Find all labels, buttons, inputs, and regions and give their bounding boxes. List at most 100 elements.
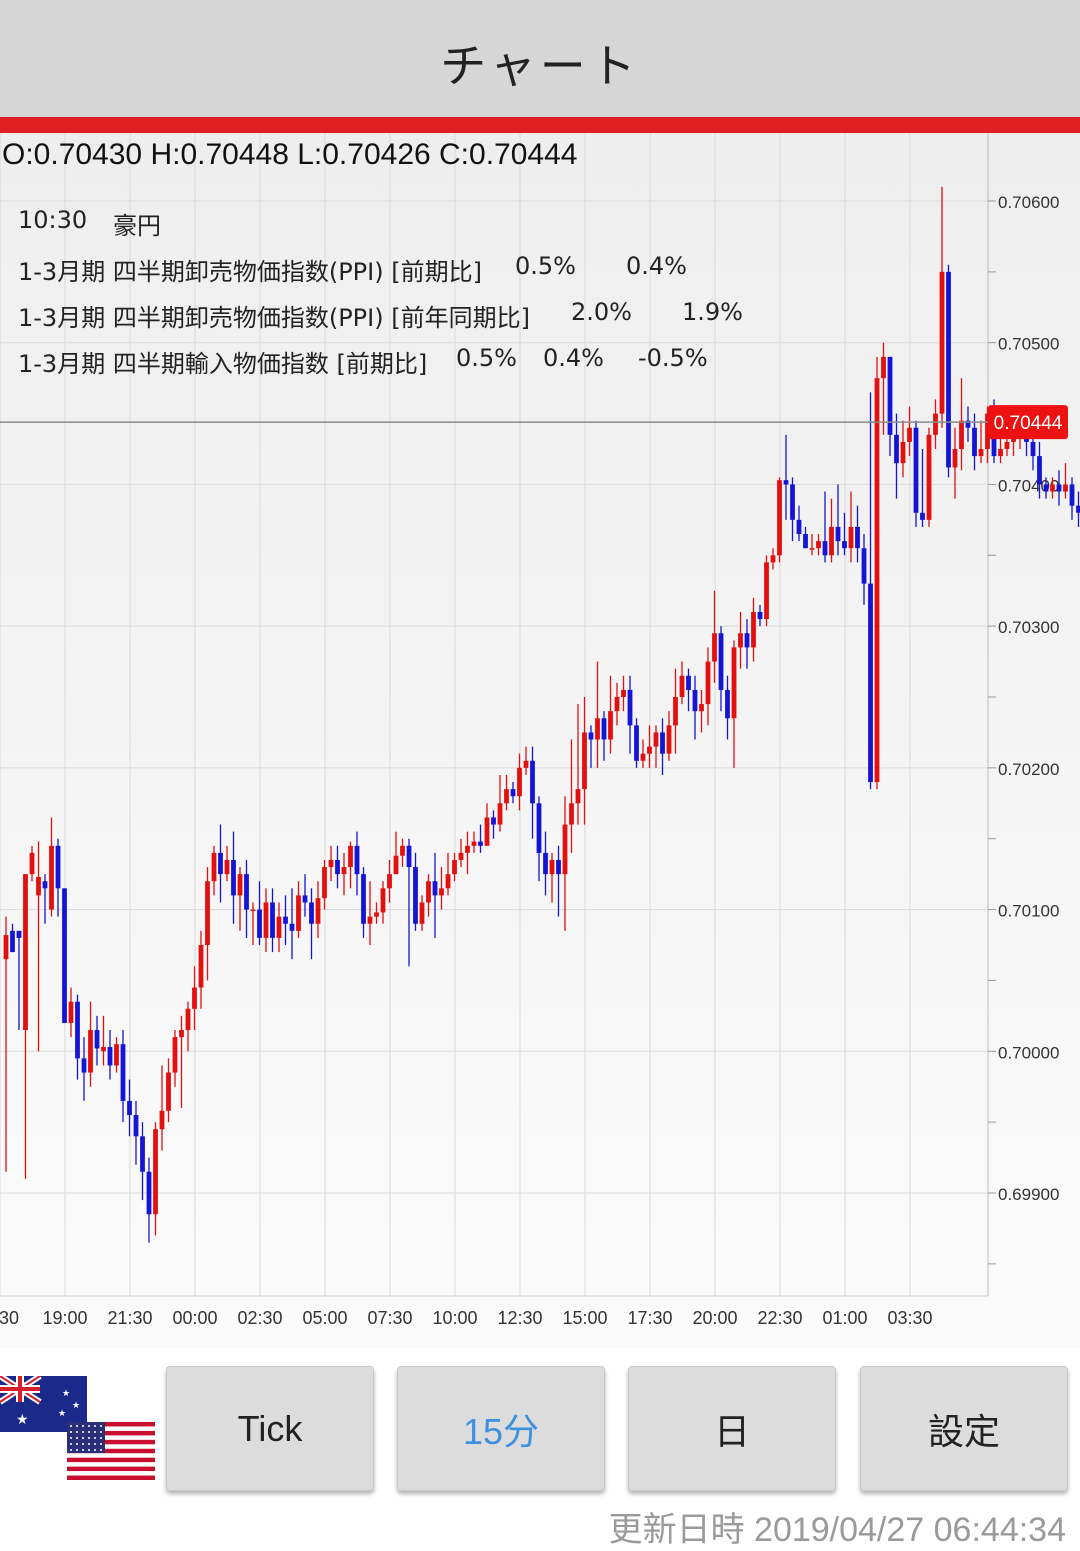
candle-body (601, 718, 607, 740)
candle-body (419, 902, 425, 924)
candle-body (972, 427, 977, 457)
x-tick-label: 17:30 (627, 1308, 672, 1328)
candle-body (829, 526, 834, 556)
candle-body (582, 732, 587, 790)
candle-body (107, 1047, 113, 1066)
candle-body (939, 271, 945, 414)
settings-button[interactable]: 設定 (860, 1366, 1068, 1491)
candle-body (588, 732, 594, 740)
candle-body (185, 1008, 191, 1031)
candle-body (744, 633, 750, 648)
candle-body (504, 789, 509, 804)
candle-body (49, 845, 54, 910)
candle-body (517, 767, 522, 797)
y-tick-label: 0.70100 (998, 902, 1059, 921)
candle-body (270, 902, 275, 938)
candle-body (224, 859, 230, 875)
candle-body (374, 912, 379, 917)
x-tick-label: 22:30 (757, 1308, 802, 1328)
candle-body (842, 541, 847, 549)
candle-body (1050, 484, 1055, 492)
candle-body (946, 271, 951, 468)
candle-body (770, 555, 776, 563)
candle-body (114, 1044, 119, 1066)
event-previous: 2.0% (571, 298, 632, 326)
candle-body (634, 725, 639, 761)
day-button[interactable]: 日 (628, 1366, 836, 1491)
page-title: チャート (440, 39, 640, 93)
y-tick-label: 0.70000 (998, 1043, 1059, 1062)
x-tick-label: 21:30 (107, 1308, 152, 1328)
candle-body (10, 930, 15, 953)
candle-body (432, 881, 438, 896)
candle-body (543, 852, 548, 875)
event-currency: 豪円 (113, 212, 161, 240)
candle-body (731, 647, 737, 719)
candle-body (608, 711, 613, 740)
candle-body (894, 434, 899, 464)
candle-body (406, 845, 412, 868)
candle-body (835, 526, 841, 542)
candle-body (413, 867, 418, 924)
candle-body (426, 881, 431, 903)
candle-body (120, 1044, 126, 1101)
candle-body (159, 1110, 165, 1130)
candle-body (192, 987, 197, 1009)
candle-body (796, 519, 802, 535)
candle-body (341, 867, 347, 875)
candle-body (751, 611, 756, 648)
candle-body (166, 1072, 171, 1111)
usa-flag-icon[interactable] (67, 1422, 155, 1480)
candlestick-chart[interactable]: 0.706000.705000.704000.703000.702000.701… (0, 133, 1080, 1348)
x-tick-label: 00:00 (172, 1308, 217, 1328)
candle-body (328, 859, 334, 868)
candle-body (276, 916, 282, 938)
candle-body (198, 945, 204, 988)
current-price-badge (988, 405, 1068, 440)
candle-body (94, 1030, 100, 1049)
economic-events-panel: 10:30 豪円 1-3月期 四半期卸売物価指数(PPI) [前期比] 0.5%… (18, 206, 743, 390)
interval-15min-button[interactable]: 15分 (397, 1366, 605, 1491)
svg-text:★: ★ (16, 1412, 29, 1428)
candle-body (172, 1037, 178, 1073)
candle-body (127, 1100, 132, 1116)
candle-body (439, 888, 444, 896)
candle-body (959, 420, 964, 449)
candle-body (367, 916, 373, 924)
candle-body (1063, 484, 1068, 492)
candle-body (478, 841, 483, 846)
chart-area[interactable] (0, 133, 1080, 1348)
candle-body (783, 480, 789, 485)
last-updated: 更新日時 2019/04/27 06:44:34 (609, 1502, 1066, 1551)
candle-body (296, 895, 301, 931)
app-header: チャート (0, 0, 1080, 117)
candle-body (978, 449, 984, 457)
candle-body (231, 859, 236, 896)
tick-button[interactable]: Tick (166, 1366, 374, 1491)
candle-body (556, 859, 561, 875)
candle-body (738, 633, 743, 648)
candle-body (88, 1030, 93, 1073)
candle-body (712, 633, 717, 662)
current-price-label: 0.70444 (994, 413, 1063, 434)
candle-body (237, 874, 243, 896)
x-tick-label: 12:30 (497, 1308, 542, 1328)
y-tick-label: 0.70600 (998, 193, 1059, 212)
candle-body (140, 1136, 145, 1172)
candle-body (1004, 441, 1010, 449)
candle-body (653, 732, 659, 747)
event-time: 10:30 (18, 206, 88, 234)
candle-body (380, 888, 386, 913)
x-tick-label: 15:00 (562, 1308, 607, 1328)
ohlc-readout: O:0.70430 H:0.70448 L:0.70426 C:0.70444 (2, 138, 578, 171)
candle-body (679, 675, 685, 697)
x-tick-label: 20:00 (692, 1308, 737, 1328)
candle-body (1037, 456, 1042, 485)
candle-body (569, 803, 574, 825)
candle-body (575, 789, 581, 804)
candle-body (361, 874, 366, 924)
candle-body (68, 1001, 74, 1023)
candle-body (614, 697, 620, 712)
x-tick-label: 01:00 (822, 1308, 867, 1328)
candle-body (322, 867, 327, 899)
